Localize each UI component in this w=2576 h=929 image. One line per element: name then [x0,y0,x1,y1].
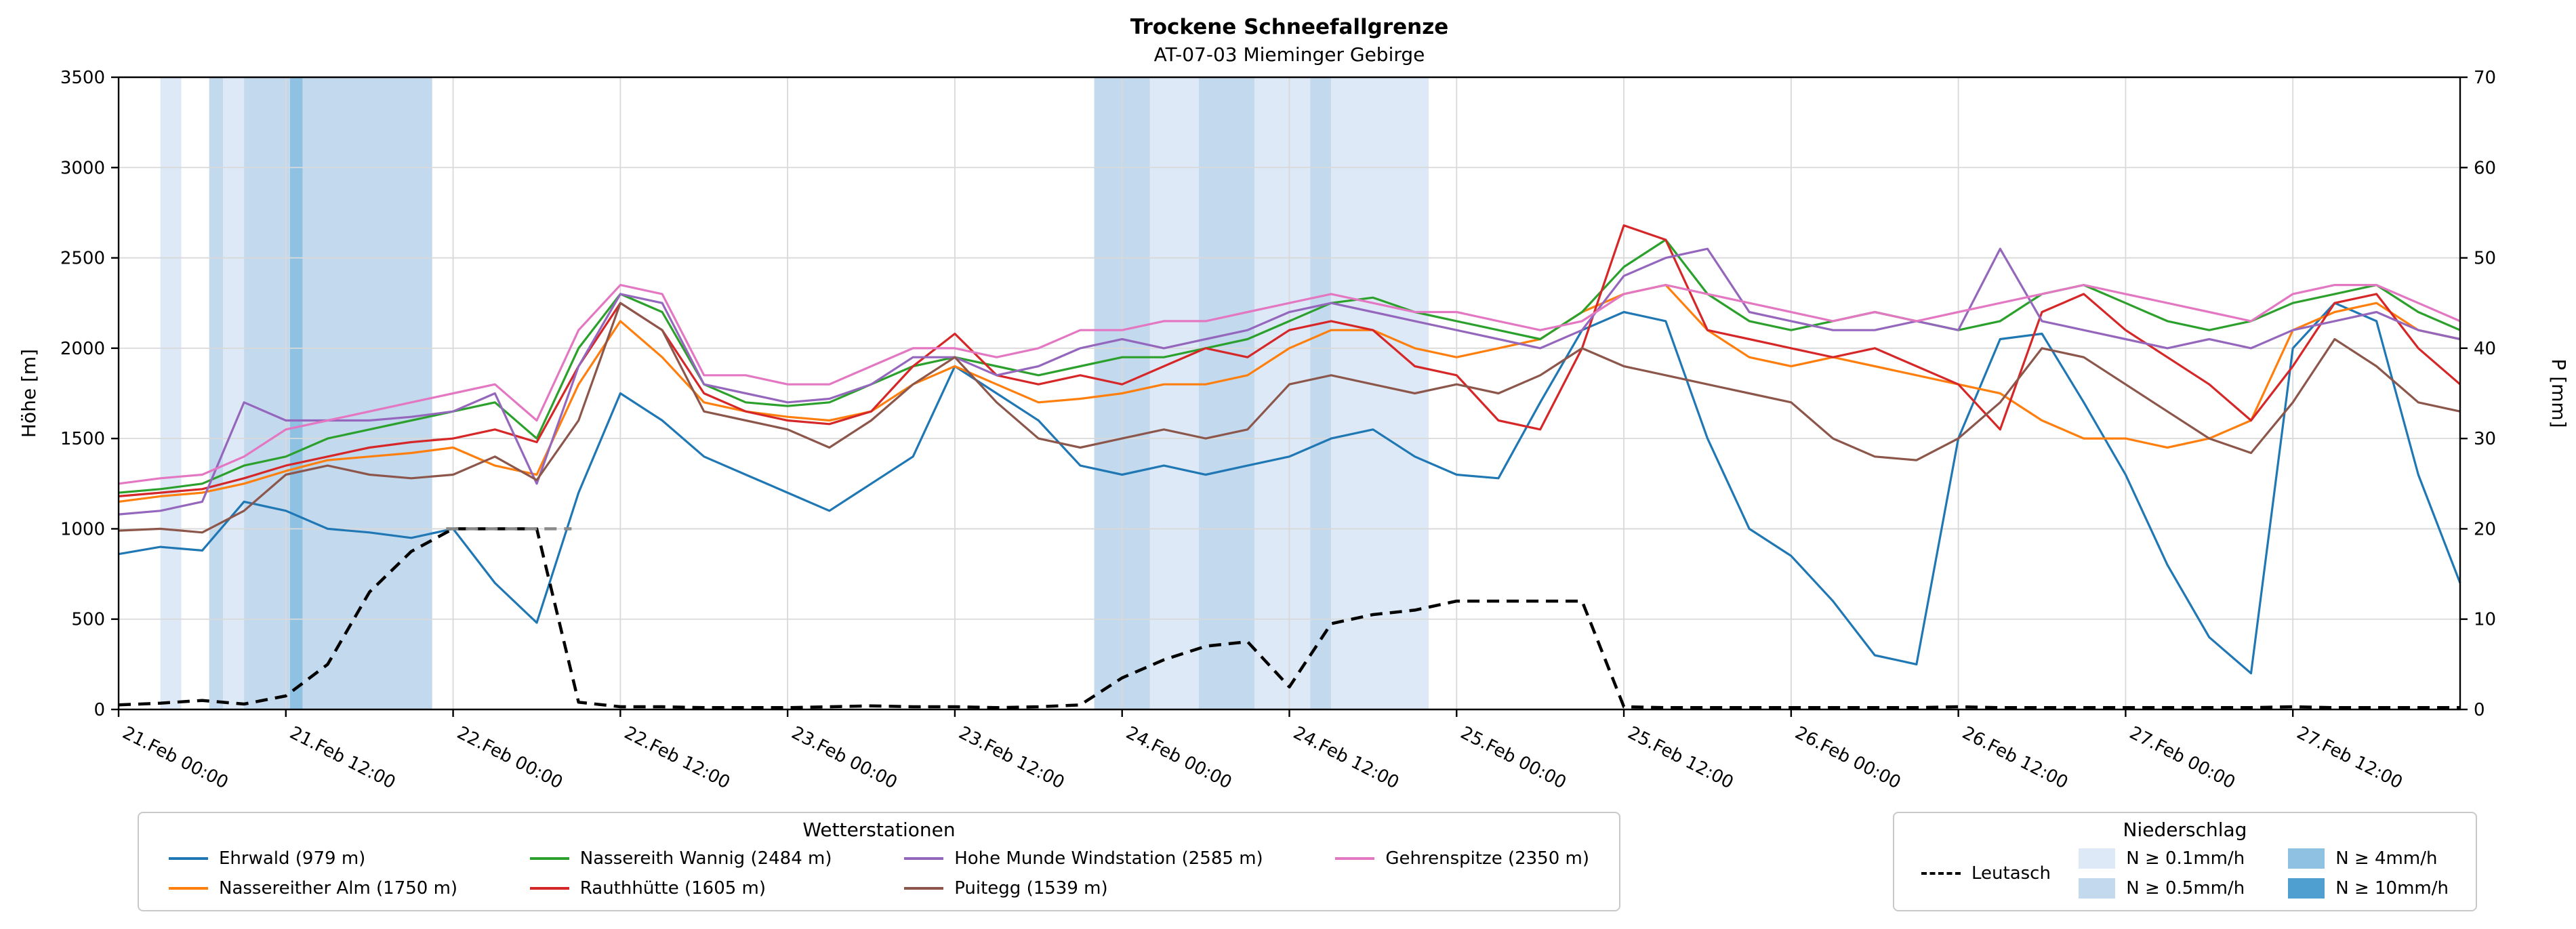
station-legend-entry: Gehrenspitze (2350 m) [1335,844,1589,873]
station-legend-label: Gehrenspitze (2350 m) [1385,848,1589,869]
precip-band-0.5 [209,77,224,709]
precip-level-entry: N ≥ 4mm/h [2288,844,2449,873]
x-tick-label: 22.Feb 00:00 [453,723,566,793]
x-tick-label: 25.Feb 12:00 [1624,723,1737,793]
station-legend-entry: Puitegg (1539 m) [904,873,1263,903]
x-tick-label: 27.Feb 00:00 [2126,723,2238,793]
y-tick-label-right: 50 [2474,249,2496,269]
plot-area: 21.Feb 00:00 21.Feb 12:00 22.Feb 00:00 22.F… [18,68,2570,793]
precip-patch-swatch [2079,878,2116,899]
leutasch-legend-label: Leutasch [1971,863,2051,884]
precip-band-0.5 [302,77,432,709]
precip-level-label: N ≥ 4mm/h [2335,848,2438,869]
stations-legend-title: Wetterstationen [802,819,956,841]
y-tick-label-left: 1000 [60,519,105,539]
series-line-swatch [169,857,208,860]
y-tick-label-right: 30 [2474,429,2496,449]
series-line-swatch [904,857,944,860]
stations-legend-entries: Ehrwald (979 m) Nassereither Alm (1750 m)… [139,844,1619,903]
precip-band-0.1 [223,77,245,709]
precip-level-entry: N ≥ 0.1mm/h [2079,844,2245,873]
series-line-swatch [529,887,569,890]
precip-patch-swatch [2288,848,2325,869]
y-tick-label-right: 70 [2474,68,2496,88]
precip-level-label: N ≥ 10mm/h [2335,878,2449,899]
stations-legend: Wetterstationen Ehrwald (979 m) Nassereit… [138,812,1620,911]
station-legend-entry: Nassereith Wannig (2484 m) [529,844,832,873]
x-tick-label: 23.Feb 12:00 [956,723,1068,793]
station-legend-entry: Ehrwald (979 m) [169,844,457,873]
series-line-swatch [529,857,569,860]
y-tick-label-right: 0 [2474,700,2485,720]
precip-legend-entries: Leutasch N ≥ 0.1mm/h N ≥ 0.5mm/h N ≥ 4mm/h… [1894,844,2476,903]
y-tick-label-left: 2000 [60,339,105,359]
precip-patch-swatch [2288,878,2325,899]
precip-band-0.5 [1198,77,1255,709]
left-axis-label: Höhe [m] [18,349,40,438]
station-legend-label: Hohe Munde Windstation (2585 m) [954,848,1263,869]
series-line-ehrwald [118,302,2461,675]
y-tick-label-left: 0 [94,700,105,720]
y-tick-label-right: 20 [2474,519,2496,539]
precip-level-entries: N ≥ 0.1mm/h N ≥ 0.5mm/h N ≥ 4mm/h N ≥ 10mm/… [2079,844,2449,903]
precip-band-0.1 [1149,77,1199,709]
x-tick-label: 24.Feb 12:00 [1290,723,1402,793]
station-legend-entry: Nassereither Alm (1750 m) [169,873,457,903]
x-tick-label: 27.Feb 12:00 [2293,723,2406,793]
y-tick-label-left: 500 [71,610,105,630]
series-line-gehrenspitze [118,284,2461,485]
y-tick-label-left: 1500 [60,429,105,449]
station-legend-entry: Hohe Munde Windstation (2585 m) [904,844,1263,873]
x-tick-label: 22.Feb 12:00 [621,723,733,793]
series-line-rauthhuette [118,224,2461,497]
precip-band-4 [289,77,303,709]
chart-subtitle: AT-07-03 Mieminger Gebirge [1153,43,1425,66]
precip-level-entry: N ≥ 10mm/h [2288,873,2449,903]
x-tick-label: 25.Feb 00:00 [1457,723,1570,793]
precip-level-entry: N ≥ 0.5mm/h [2079,873,2245,903]
station-legend-label: Rauthhütte (1605 m) [579,878,766,899]
series-line-hohe-munde [118,247,2461,516]
x-tick-label: 24.Feb 00:00 [1123,723,1235,793]
series-line-nassereither-alm [118,284,2461,503]
station-legend-label: Nassereither Alm (1750 m) [219,878,458,899]
leutasch-legend-entry: Leutasch [1921,863,2051,884]
precip-level-label: N ≥ 0.1mm/h [2126,848,2245,869]
precip-legend: Niederschlag Leutasch N ≥ 0.1mm/h N ≥ 0.5… [1893,812,2477,911]
series-line-swatch [904,887,944,890]
precip-patch-swatch [2079,848,2116,869]
y-tick-label-right: 60 [2474,158,2496,178]
series-line-swatch [1335,857,1375,860]
series-line-leutasch [118,527,2460,709]
x-tick-label: 21.Feb 12:00 [287,723,399,793]
right-axis-label: P [mm] [2548,358,2570,428]
precip-level-label: N ≥ 0.5mm/h [2126,878,2245,899]
precip-legend-title: Niederschlag [2123,819,2247,841]
x-tick-label: 23.Feb 00:00 [788,723,901,793]
series-line-swatch [169,887,208,890]
station-legend-label: Nassereith Wannig (2484 m) [579,848,832,869]
y-tick-label-left: 3500 [60,68,105,88]
x-tick-label: 26.Feb 00:00 [1792,723,1904,793]
y-tick-label-right: 40 [2474,339,2496,359]
y-tick-label-left: 3000 [60,158,105,178]
precip-band-0.5 [244,77,290,709]
x-tick-label: 21.Feb 00:00 [119,723,232,793]
precip-band-0.5 [1310,77,1332,709]
y-tick-label-right: 10 [2474,610,2496,630]
chart-title: Trockene Schneefallgrenze [1130,15,1449,39]
series-line-puitegg [118,302,2461,534]
station-legend-label: Puitegg (1539 m) [954,878,1108,899]
station-legend-entry: Rauthhütte (1605 m) [529,873,832,903]
y-tick-label-left: 2500 [60,249,105,269]
dashed-line-swatch [1921,872,1961,875]
precip-band-0.1 [160,77,182,709]
x-tick-label: 26.Feb 12:00 [1959,723,2071,793]
station-legend-label: Ehrwald (979 m) [219,848,366,869]
